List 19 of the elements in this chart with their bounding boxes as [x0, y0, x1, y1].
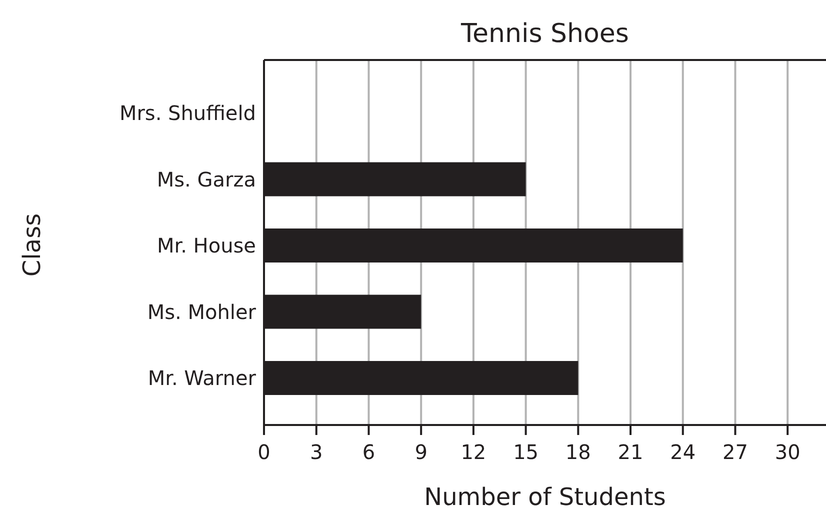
- x-tick-label: 30: [774, 440, 800, 464]
- x-axis-title: Number of Students: [424, 483, 666, 511]
- chart-title: Tennis Shoes: [460, 19, 629, 49]
- x-tick-label: 12: [460, 440, 486, 464]
- x-tick-label: 3: [310, 440, 323, 464]
- x-tick-label: 24: [670, 440, 696, 464]
- x-tick-label: 9: [414, 440, 428, 464]
- x-tick-label: 27: [722, 440, 748, 464]
- y-tick-label: Ms. Garza: [156, 167, 256, 192]
- y-tick-label: Mrs. Shuffield: [119, 101, 256, 125]
- x-tick-label: 18: [565, 440, 591, 464]
- x-tick-label: 6: [362, 440, 376, 464]
- y-axis-title: Class: [18, 213, 46, 277]
- x-tick-label: 15: [513, 440, 539, 464]
- y-tick-label: Mr. Warner: [148, 366, 257, 390]
- x-tick-label: 0: [258, 440, 270, 464]
- y-tick-label: Mr. House: [156, 234, 256, 258]
- x-tick-label: 21: [618, 440, 644, 464]
- y-tick-label: Ms. Mohler: [147, 300, 257, 324]
